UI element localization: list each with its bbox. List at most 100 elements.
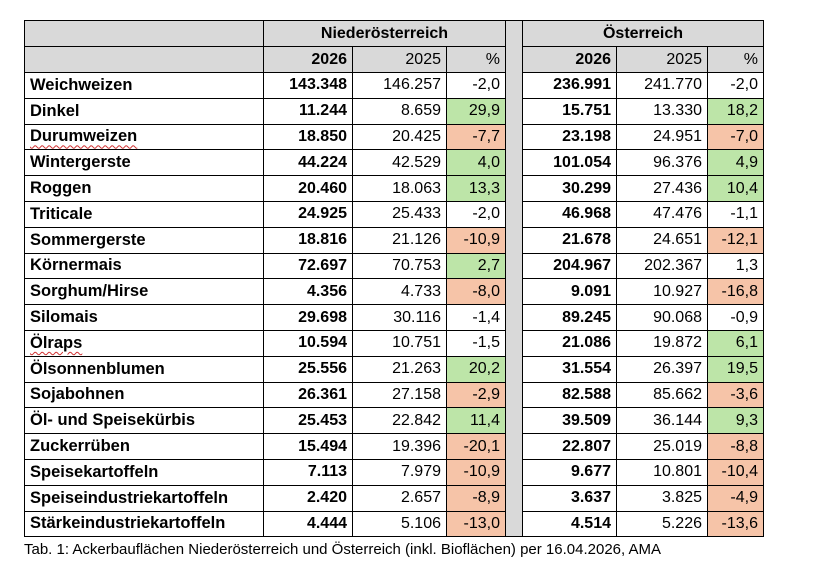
noe-value-2026: 4.356 (263, 278, 353, 306)
at-value-2026: 82.588 (522, 381, 617, 409)
noe-change-pct: -7,7 (446, 123, 506, 151)
noe-change-pct: 2,7 (446, 252, 506, 280)
table-row: Wintergerste 44.224 42.529 4,0 101.054 96.376… (24, 149, 764, 177)
crop-name: Ölsonnenblumen (24, 355, 264, 383)
at-value-2026: 31.554 (522, 355, 617, 383)
at-value-2026: 9.091 (522, 278, 617, 306)
at-value-2026: 236.991 (522, 72, 617, 99)
noe-value-2026: 25.453 (263, 407, 353, 435)
at-value-2026: 3.637 (522, 484, 617, 512)
noe-value-2025: 146.257 (352, 72, 447, 99)
table-row: Speiseindustriekartoffeln 2.420 2.657 -8,9 3… (24, 484, 764, 512)
table-row: Dinkel 11.244 8.659 29,9 15.751 13.330 18,2 (24, 97, 764, 125)
crop-name: Sorghum/Hirse (24, 278, 264, 306)
table-row: Ölsonnenblumen 25.556 21.263 20,2 31.554 26.3… (24, 355, 764, 383)
noe-value-2026: 29.698 (263, 304, 353, 331)
at-value-2025: 27.436 (616, 175, 708, 202)
noe-value-2025: 30.116 (352, 304, 447, 331)
at-value-2025: 5.226 (616, 510, 708, 538)
at-value-2025: 10.927 (616, 278, 708, 306)
at-change-pct: 1,3 (707, 252, 764, 280)
crop-name: Triticale (24, 200, 264, 228)
table-row: Roggen 20.460 18.063 13,3 30.299 27.436 10,4 (24, 175, 764, 202)
noe-value-2025: 21.126 (352, 226, 447, 254)
noe-value-2026: 7.113 (263, 458, 353, 486)
header-row-years: 2026 2025 % 2026 2025 % (24, 46, 764, 73)
noe-value-2025: 42.529 (352, 149, 447, 177)
crop-name: Körnermais (24, 252, 264, 280)
noe-value-2026: 18.816 (263, 226, 353, 254)
at-value-2025: 85.662 (616, 381, 708, 409)
table-row: Triticale 24.925 25.433 -2,0 46.968 47.476 -1,… (24, 200, 764, 228)
at-value-2025: 13.330 (616, 97, 708, 125)
at-change-pct: -3,6 (707, 381, 764, 409)
noe-value-2025: 2.657 (352, 484, 447, 512)
at-change-pct: -8,8 (707, 433, 764, 460)
table-row: Silomais 29.698 30.116 -1,4 89.245 90.068 -0,9 (24, 304, 764, 331)
at-change-pct: -4,9 (707, 484, 764, 512)
noe-value-2026: 20.460 (263, 175, 353, 202)
at-value-2026: 21.678 (522, 226, 617, 254)
header-at-2026: 2026 (522, 46, 617, 73)
table-row: Öl- und Speisekürbis 25.453 22.842 11,4 39.5… (24, 407, 764, 435)
noe-change-pct: -10,9 (446, 226, 506, 254)
noe-change-pct: -8,9 (446, 484, 506, 512)
header-noe-2025: 2025 (352, 46, 447, 73)
noe-value-2026: 4.444 (263, 510, 353, 538)
noe-value-2025: 70.753 (352, 252, 447, 280)
noe-change-pct: 4,0 (446, 149, 506, 177)
noe-value-2025: 10.751 (352, 329, 447, 357)
header-niederoesterreich: Niederösterreich (263, 20, 506, 47)
at-value-2025: 24.951 (616, 123, 708, 151)
noe-value-2025: 27.158 (352, 381, 447, 409)
noe-change-pct: -1,4 (446, 304, 506, 331)
noe-change-pct: -2,9 (446, 381, 506, 409)
noe-value-2026: 25.556 (263, 355, 353, 383)
crop-name: Roggen (24, 175, 264, 202)
crop-name: Dinkel (24, 97, 264, 125)
header-noe-2026: 2026 (263, 46, 353, 73)
at-value-2025: 24.651 (616, 226, 708, 254)
at-value-2026: 21.086 (522, 329, 617, 357)
at-change-pct: 9,3 (707, 407, 764, 435)
column-separator (505, 19, 523, 538)
at-change-pct: -16,8 (707, 278, 764, 306)
noe-value-2025: 21.263 (352, 355, 447, 383)
crop-name: Stärkeindustriekartoffeln (24, 510, 264, 538)
at-change-pct: 6,1 (707, 329, 764, 357)
crop-name: Wintergerste (24, 149, 264, 177)
header-at-pct: % (707, 46, 764, 73)
at-change-pct: 18,2 (707, 97, 764, 125)
at-value-2025: 96.376 (616, 149, 708, 177)
header-noe-pct: % (446, 46, 506, 73)
crop-name-text: Durumweizen (30, 127, 138, 146)
at-value-2025: 19.872 (616, 329, 708, 357)
crop-name: Öl- und Speisekürbis (24, 407, 264, 435)
noe-change-pct: -2,0 (446, 72, 506, 99)
noe-value-2025: 19.396 (352, 433, 447, 460)
noe-value-2025: 18.063 (352, 175, 447, 202)
table-row: Ölraps 10.594 10.751 -1,5 21.086 19.872 6,1 (24, 329, 764, 357)
noe-value-2025: 5.106 (352, 510, 447, 538)
at-value-2025: 241.770 (616, 72, 708, 99)
table-caption: Tab. 1: Ackerbauflächen Niederösterreich… (24, 541, 662, 558)
noe-value-2025: 8.659 (352, 97, 447, 125)
at-value-2026: 4.514 (522, 510, 617, 538)
at-value-2026: 22.807 (522, 433, 617, 460)
header-blank (24, 46, 264, 73)
table-row: Weichweizen 143.348 146.257 -2,0 236.991 241.… (24, 72, 764, 99)
at-value-2026: 46.968 (522, 200, 617, 228)
at-change-pct: -1,1 (707, 200, 764, 228)
table-row: Sommergerste 18.816 21.126 -10,9 21.678 24.65… (24, 226, 764, 254)
noe-change-pct: -2,0 (446, 200, 506, 228)
header-at-2025: 2025 (616, 46, 708, 73)
noe-change-pct: -13,0 (446, 510, 506, 538)
at-value-2025: 36.144 (616, 407, 708, 435)
header-oesterreich: Österreich (522, 20, 764, 47)
at-change-pct: 10,4 (707, 175, 764, 202)
at-value-2025: 90.068 (616, 304, 708, 331)
table-row: Durumweizen 18.850 20.425 -7,7 23.198 24.951-… (24, 123, 764, 151)
at-value-2025: 25.019 (616, 433, 708, 460)
table-row: Körnermais 72.697 70.753 2,7 204.967 202.367 1… (24, 252, 764, 280)
at-value-2026: 23.198 (522, 123, 617, 151)
